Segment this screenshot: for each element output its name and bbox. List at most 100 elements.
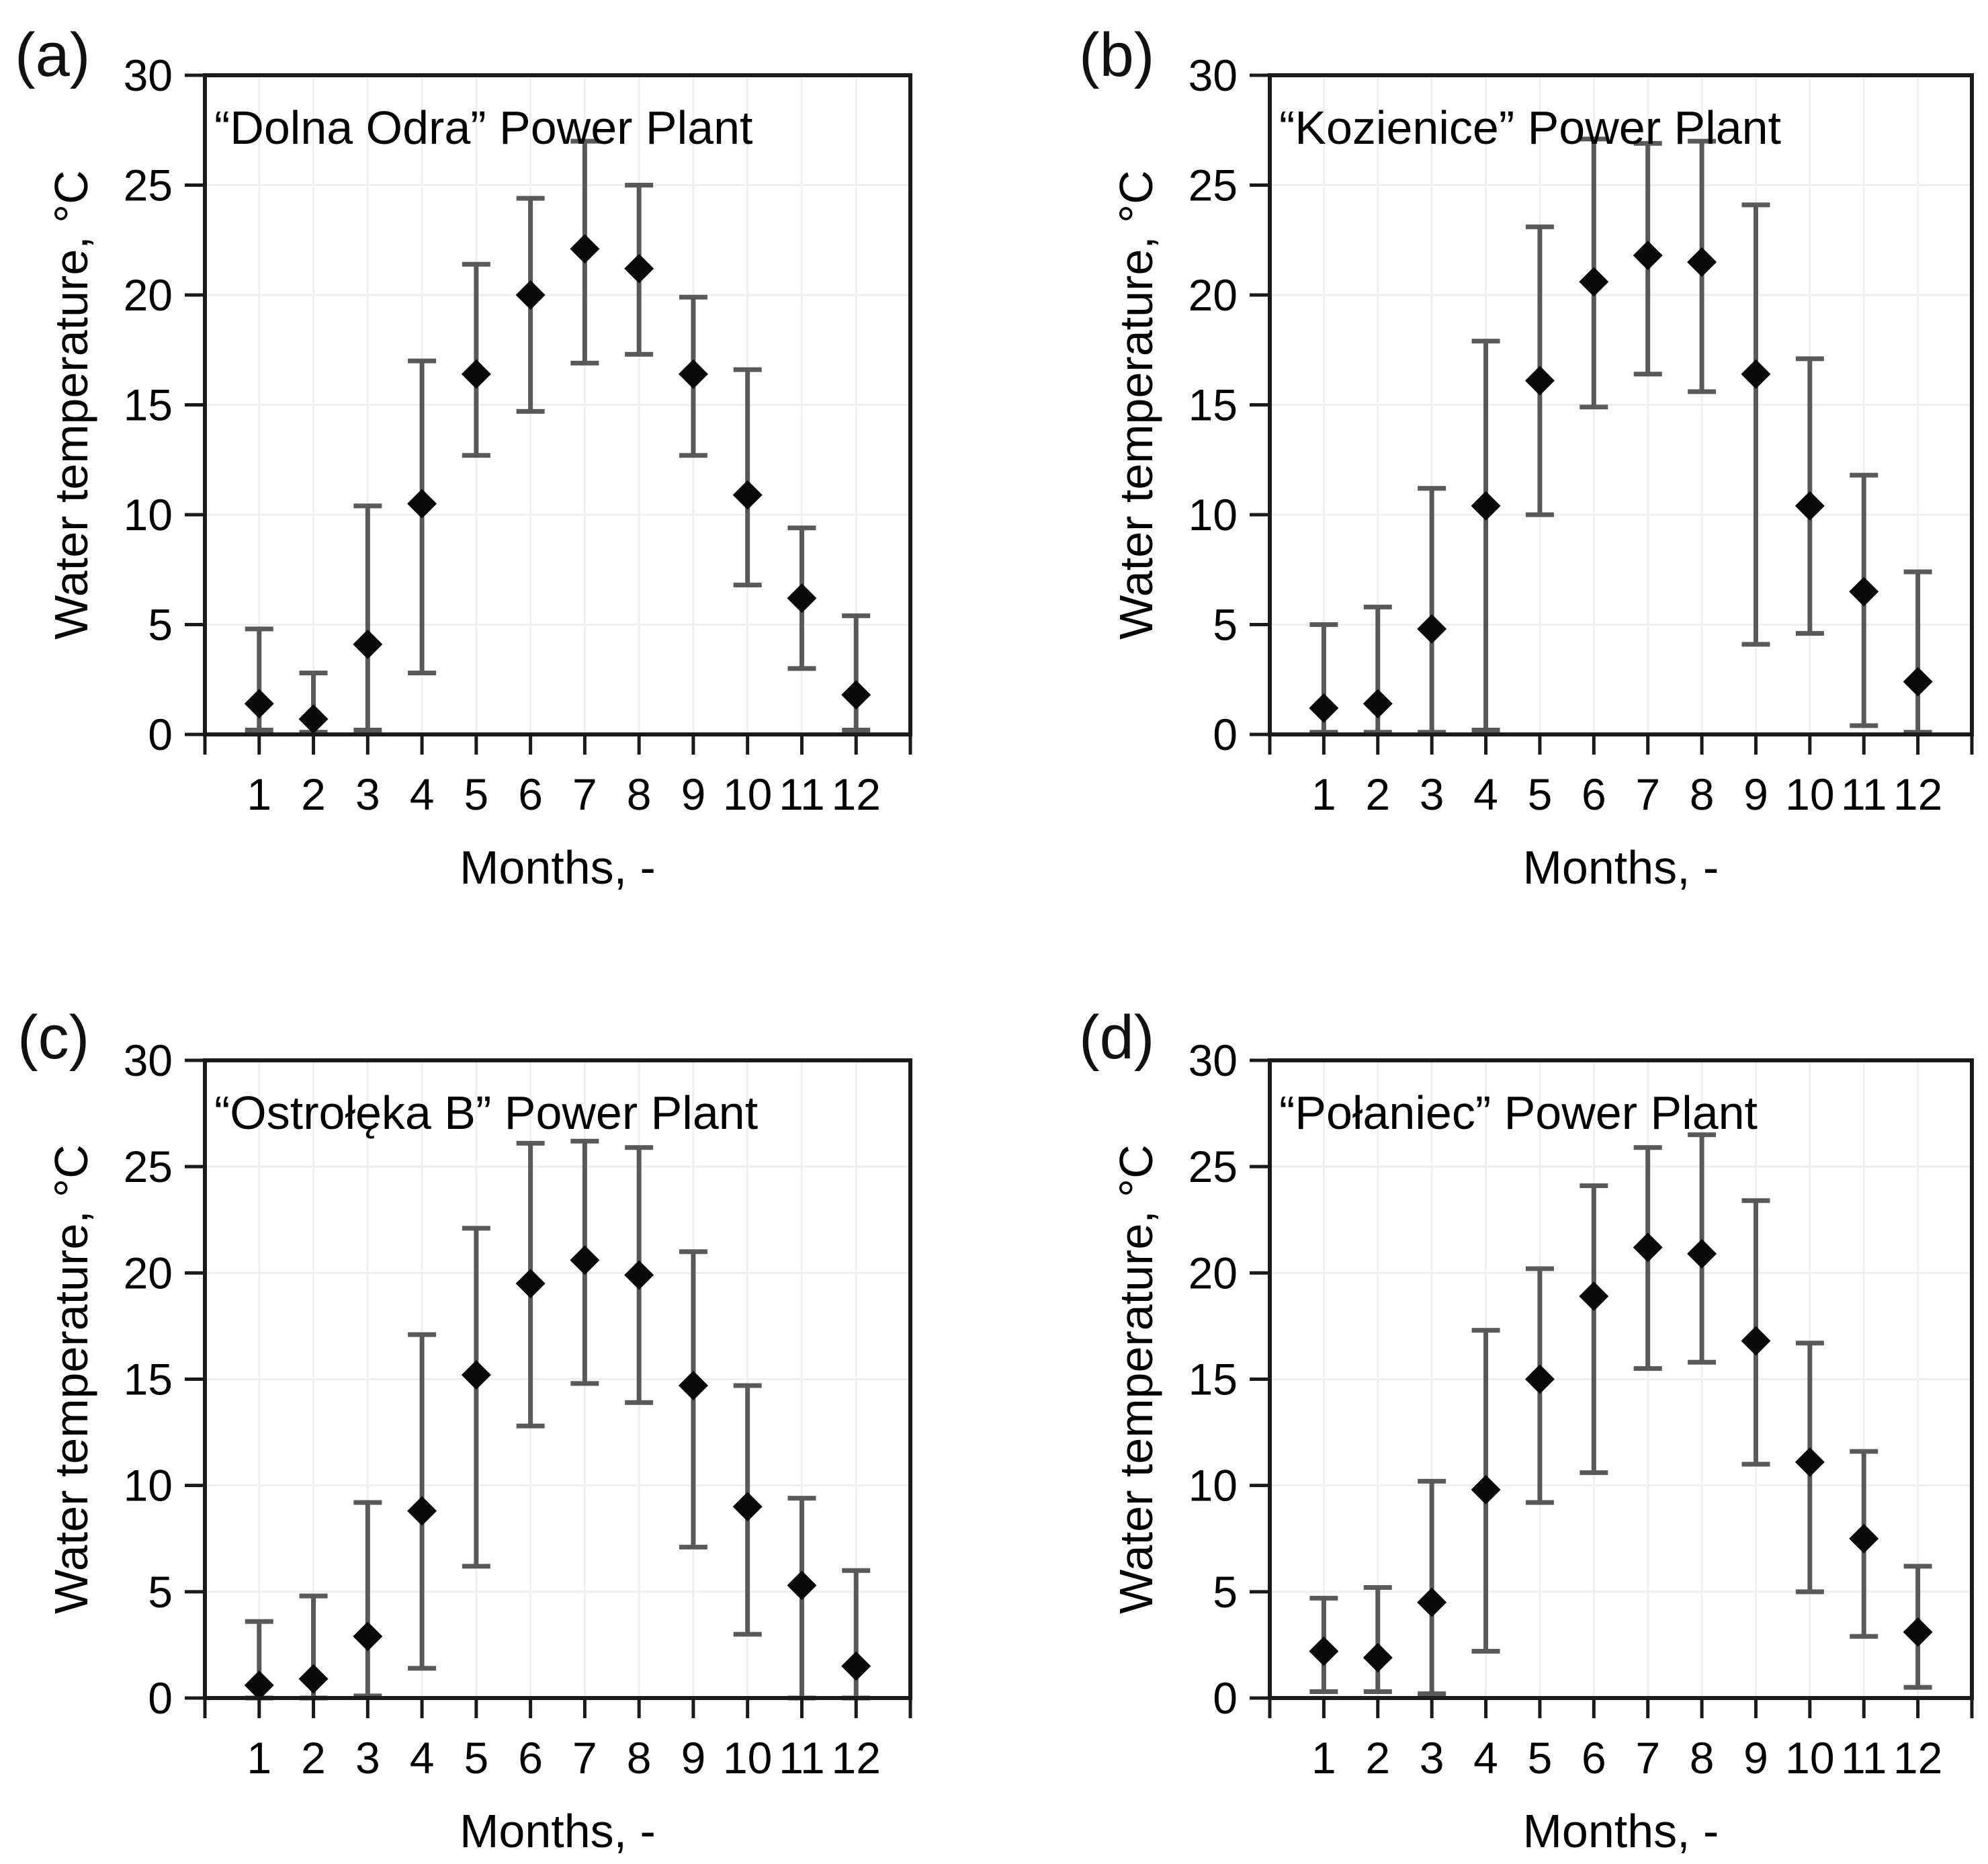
- x-tick-label: 2: [301, 1733, 326, 1783]
- error-bar: [1418, 1478, 1446, 1697]
- error-bar: [1418, 486, 1446, 735]
- y-axis-title: Water temperature, °C: [45, 170, 97, 639]
- error-bar: [1363, 1585, 1392, 1695]
- data-point-marker: [1579, 267, 1609, 297]
- x-tick-label: 11: [1841, 1733, 1887, 1783]
- chart-title: “Dolna Odra” Power Plant: [214, 101, 752, 154]
- y-axis-title: Water temperature, °C: [1110, 1144, 1162, 1613]
- y-tick-label: 0: [1213, 1673, 1238, 1723]
- data-point-marker: [461, 1360, 491, 1390]
- x-tick-label: 2: [301, 769, 326, 819]
- x-tick-label: 9: [681, 769, 706, 819]
- y-tick-label: 0: [148, 710, 173, 759]
- panel-label-b: (b): [1079, 21, 1155, 89]
- x-axis-title: Months, -: [460, 841, 656, 894]
- error-bar: [1471, 339, 1500, 732]
- data-point-marker: [624, 1260, 654, 1290]
- x-tick-label: 8: [1690, 769, 1715, 819]
- data-point-marker: [732, 1492, 763, 1522]
- data-point-marker: [407, 489, 437, 519]
- data-point-marker: [298, 704, 329, 734]
- data-point-marker: [1524, 366, 1555, 396]
- data-point-marker: [244, 689, 274, 719]
- data-point-marker: [1687, 1238, 1717, 1269]
- y-tick-label: 15: [124, 380, 173, 430]
- y-tick-label: 0: [1213, 710, 1238, 759]
- chart-title: “Kozienice” Power Plant: [1279, 101, 1781, 154]
- y-tick-label: 25: [1189, 1142, 1238, 1191]
- chart-title: “Połaniec” Power Plant: [1279, 1087, 1758, 1139]
- panel-a: (a) 0 5 10 15 20 25 30 1 2 3 4 5 6 7 8 9 10 11 12 Months, -…: [0, 0, 994, 934]
- data-point-marker: [461, 359, 491, 389]
- data-point-marker: [1687, 247, 1717, 277]
- data-point-marker: [515, 280, 546, 310]
- data-point-marker: [1849, 577, 1879, 607]
- x-tick-label: 7: [572, 1733, 597, 1783]
- data-point-marker: [841, 1651, 871, 1681]
- x-tick-label: 11: [779, 769, 825, 819]
- panel-c: (c) 0 5 10 15 20 25 30 1 2 3 4 5 6 7 8 9 10 11 12 Months, -…: [0, 934, 994, 1864]
- x-tick-label: 5: [464, 769, 488, 819]
- data-point-marker: [1849, 1523, 1879, 1554]
- data-point-marker: [841, 680, 871, 710]
- x-tick-label: 6: [1582, 1733, 1606, 1783]
- data-point-marker: [1633, 1232, 1663, 1263]
- data-point-marker: [1524, 1364, 1555, 1394]
- x-tick-label: 9: [1743, 769, 1768, 819]
- data-point-marker: [1795, 1447, 1825, 1477]
- y-tick-label: 5: [1213, 600, 1238, 650]
- x-tick-label: 2: [1365, 1733, 1390, 1783]
- error-bar: [462, 1226, 490, 1569]
- data-point-marker: [1417, 614, 1447, 644]
- y-tick-label: 30: [1189, 1035, 1238, 1085]
- x-tick-label: 3: [355, 1733, 380, 1783]
- y-tick-label: 5: [1213, 1567, 1238, 1617]
- x-tick-label: 3: [1420, 769, 1444, 819]
- y-tick-label: 10: [1189, 490, 1238, 540]
- data-point-marker: [1579, 1281, 1609, 1312]
- y-tick-label: 25: [124, 161, 173, 210]
- y-tick-label: 5: [148, 600, 173, 650]
- data-point-marker: [515, 1269, 546, 1299]
- x-axis-title: Months, -: [1523, 841, 1719, 894]
- data-point-marker: [678, 359, 708, 389]
- data-point-marker: [1363, 689, 1393, 719]
- data-point-marker: [570, 234, 600, 264]
- error-bar: [1580, 1183, 1608, 1476]
- x-tick-label: 4: [410, 769, 435, 819]
- x-tick-label: 10: [1785, 769, 1834, 819]
- x-tick-label: 10: [723, 769, 772, 819]
- panel-label-c: (c): [17, 1003, 90, 1072]
- x-tick-label: 4: [1473, 769, 1498, 819]
- x-tick-label: 11: [779, 1733, 825, 1783]
- x-tick-label: 1: [1311, 1733, 1336, 1783]
- x-tick-label: 5: [464, 1733, 488, 1783]
- x-tick-label: 6: [1582, 769, 1606, 819]
- x-tick-label: 6: [518, 1733, 543, 1783]
- x-tick-label: 2: [1365, 769, 1390, 819]
- y-tick-label: 10: [1189, 1461, 1238, 1511]
- y-tick-label: 30: [124, 50, 173, 100]
- y-tick-label: 0: [148, 1673, 173, 1723]
- x-tick-label: 11: [1841, 769, 1887, 819]
- data-point-marker: [1903, 1617, 1933, 1647]
- data-point-marker: [1471, 1474, 1501, 1505]
- data-point-marker: [787, 583, 817, 613]
- error-bar: [353, 503, 382, 732]
- panel-label-a: (a): [15, 21, 91, 89]
- panel-d: (d) 0 5 10 15 20 25 30 1 2 3 4 5 6 7 8 9 10 11 12 Months, -…: [994, 934, 1988, 1864]
- x-tick-label: 7: [1635, 769, 1660, 819]
- chart-title: “Ostrołęka B” Power Plant: [214, 1087, 758, 1139]
- y-tick-label: 20: [1189, 270, 1238, 320]
- x-tick-label: 12: [1893, 769, 1942, 819]
- data-point-marker: [353, 1621, 383, 1652]
- data-point-marker: [1741, 1326, 1771, 1356]
- y-tick-label: 25: [1189, 161, 1238, 210]
- x-tick-label: 7: [572, 769, 597, 819]
- x-tick-label: 3: [355, 769, 380, 819]
- x-axis-title: Months, -: [1523, 1805, 1719, 1857]
- x-tick-label: 4: [1473, 1733, 1498, 1783]
